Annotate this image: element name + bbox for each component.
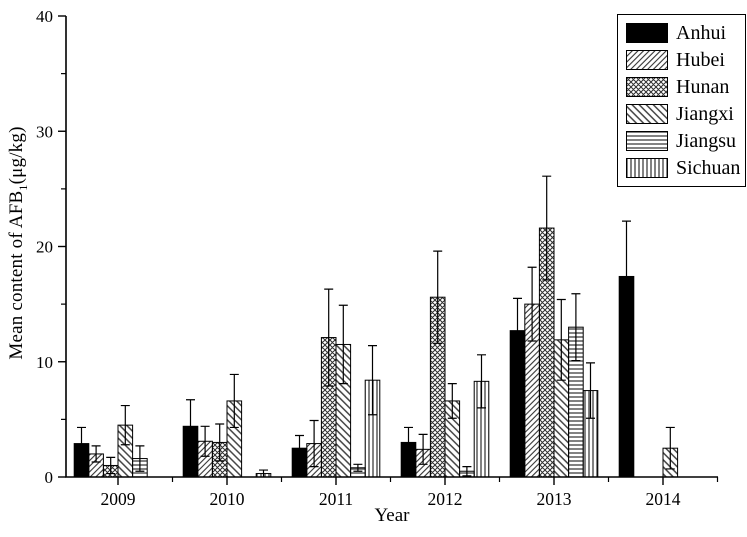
error-bar-anhui-2014 (622, 220, 631, 333)
legend-swatch-jiangsu (626, 131, 668, 152)
legend-label-hunan: Hunan (676, 75, 730, 98)
axes-layer: 0 10 20 30 40 2009 2010 2011 2012 2013 2014 (36, 7, 719, 509)
error-bar-jiangxi-2014 (665, 426, 675, 470)
y-axis-title-text: Mean content of AFB (6, 190, 27, 360)
error-bar-hubei-2011 (309, 419, 319, 468)
error-bar-jiangxi-2013 (556, 298, 566, 381)
error-bar-sichuan-2012 (477, 354, 486, 409)
x-tick-label-2012: 2012 (428, 489, 463, 509)
error-bar-jiangsu-2013 (571, 293, 581, 362)
legend-item-hunan: Hunan (626, 76, 745, 98)
y-axis-title-subscript: 1 (15, 184, 30, 191)
legend-item-hubei: Hubei (626, 49, 745, 71)
error-bar-sichuan-2013 (586, 362, 595, 419)
legend-item-jiangxi: Jiangxi (626, 103, 745, 125)
error-bar-hubei-2009 (91, 445, 101, 463)
error-bar-hubei-2012 (418, 433, 428, 465)
x-tick-label-2009: 2009 (101, 489, 136, 509)
error-bar-hubei-2013 (527, 266, 537, 342)
error-bar-anhui-2011 (295, 434, 304, 462)
x-tick-label-2011: 2011 (319, 489, 353, 509)
legend-item-sichuan: Sichuan (626, 157, 745, 179)
legend-item-anhui: Anhui (626, 22, 745, 44)
legend-swatch-anhui (626, 22, 668, 43)
error-bar-jiangxi-2010 (229, 373, 239, 429)
error-bars-layer (77, 175, 675, 477)
y-tick-label-40: 40 (36, 7, 53, 26)
legend-swatch-hubei (626, 49, 668, 70)
error-bar-hunan-2013 (542, 175, 552, 281)
error-bar-hunan-2011 (324, 288, 334, 387)
legend-swatch-hunan (626, 76, 668, 97)
legend-label-hubei: Hubei (676, 48, 725, 71)
bars-layer (73, 227, 679, 478)
error-bar-hubei-2010 (200, 425, 210, 457)
legend-label-jiangxi: Jiangxi (676, 103, 734, 126)
error-bar-anhui-2009 (77, 426, 86, 461)
x-tick-label-2013: 2013 (537, 489, 572, 509)
error-bar-jiangsu-2012 (462, 466, 472, 477)
error-bar-anhui-2012 (404, 426, 413, 459)
y-axis-title: Mean content of AFB1(μg/kg) (6, 126, 30, 360)
legend-label-sichuan: Sichuan (676, 157, 741, 180)
legend-box: Anhui Hubei Hunan Jiangxi Jiangsu Sichuan (617, 14, 746, 187)
y-tick-label-10: 10 (36, 353, 53, 372)
legend-swatch-sichuan (626, 158, 668, 179)
y-tick-label-20: 20 (36, 238, 53, 257)
y-axis-title-unit: (μg/kg) (6, 126, 27, 185)
y-tick-label-0: 0 (45, 468, 54, 487)
error-bar-jiangsu-2011 (353, 463, 363, 472)
legend-item-jiangsu: Jiangsu (626, 130, 745, 152)
legend-swatch-jiangxi (626, 104, 668, 125)
error-bar-sichuan-2011 (368, 345, 377, 416)
error-bar-jiangxi-2009 (120, 404, 130, 446)
error-bar-hunan-2012 (433, 250, 443, 344)
error-bar-hunan-2009 (106, 456, 116, 475)
error-bar-jiangxi-2011 (338, 304, 348, 385)
x-tick-label-2014: 2014 (646, 489, 681, 509)
y-tick-label-30: 30 (36, 122, 53, 141)
error-bar-jiangsu-2009 (135, 445, 145, 472)
error-bar-anhui-2010 (186, 399, 195, 454)
legend-label-anhui: Anhui (676, 21, 726, 44)
error-bar-hunan-2010 (215, 423, 225, 462)
x-axis-title: Year (374, 505, 410, 526)
error-bar-anhui-2013 (513, 297, 522, 364)
error-bar-sichuan-2010 (259, 469, 268, 477)
x-tick-label-2010: 2010 (210, 489, 245, 509)
error-bar-jiangxi-2012 (447, 383, 457, 419)
legend-label-jiangsu: Jiangsu (676, 130, 736, 153)
